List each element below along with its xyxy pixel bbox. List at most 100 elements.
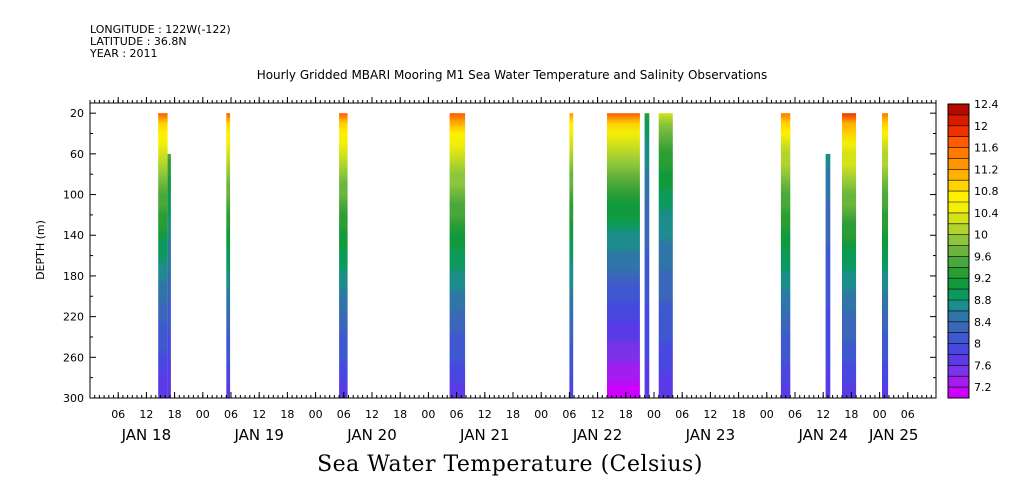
colorbar-label: 12 xyxy=(974,120,988,133)
x-tick-label: 18 xyxy=(280,408,294,421)
data-column xyxy=(780,113,791,398)
x-tick-label: 18 xyxy=(168,408,182,421)
x-tick-label: 18 xyxy=(732,408,746,421)
x-tick-label: 06 xyxy=(450,408,464,421)
y-tick-label: 140 xyxy=(63,229,84,242)
colorbar: 7.2 7.6 8 8.4 8.8 9.2 9.6 10 10.4 10.8 11.2 11.6 12 1… xyxy=(947,98,999,399)
data-column xyxy=(167,153,171,398)
x-tick-label: 06 xyxy=(675,408,689,421)
colorbar-segment xyxy=(948,158,969,170)
data-column xyxy=(842,113,857,398)
data-column xyxy=(825,153,831,398)
colorbar-segment xyxy=(948,212,969,224)
x-tick-label: 00 xyxy=(534,408,548,421)
x-day-label: JAN 21 xyxy=(459,426,510,444)
colorbar-label: 7.2 xyxy=(974,381,992,394)
colorbar-segment xyxy=(948,332,969,344)
x-tick-label: 12 xyxy=(365,408,379,421)
plot-frame xyxy=(89,102,937,399)
colorbar-segment xyxy=(948,147,969,159)
data-column xyxy=(158,113,168,398)
colorbar-label: 10 xyxy=(974,229,988,242)
colorbar-label: 8.4 xyxy=(974,316,992,329)
x-tick-label: 06 xyxy=(337,408,351,421)
colorbar-label: 11.2 xyxy=(974,163,999,176)
y-tick-label: 180 xyxy=(63,270,84,283)
data-columns xyxy=(158,113,889,398)
x-tick-label: 12 xyxy=(139,408,153,421)
colorbar-segment xyxy=(948,125,969,137)
colorbar-label: 10.8 xyxy=(974,185,999,198)
data-column xyxy=(658,113,673,398)
colorbar-segment xyxy=(948,376,969,388)
x-tick-label: 12 xyxy=(703,408,717,421)
colorbar-segment xyxy=(948,387,969,398)
x-tick-label: 00 xyxy=(873,408,887,421)
colorbar-label: 7.6 xyxy=(974,359,992,372)
data-column xyxy=(882,113,889,398)
x-tick-label: 18 xyxy=(506,408,520,421)
x-tick-label: 06 xyxy=(788,408,802,421)
colorbar-frame xyxy=(947,103,970,399)
colorbar-segment xyxy=(948,267,969,279)
longitude-label: LONGITUDE : 122W(-122) xyxy=(90,23,231,36)
x-day-label: JAN 18 xyxy=(121,426,172,444)
colorbar-segment xyxy=(948,202,969,213)
x-day-label: JAN 23 xyxy=(685,426,736,444)
x-day-label: JAN 22 xyxy=(572,426,623,444)
x-tick-label: 06 xyxy=(224,408,238,421)
y-tick-label: 100 xyxy=(63,189,84,202)
x-tick-label: 00 xyxy=(421,408,435,421)
y-axis: 20 60 100 140 180 220 260 300 xyxy=(63,107,936,405)
colorbar-label: 8 xyxy=(974,338,981,351)
x-tick-label: 06 xyxy=(562,408,576,421)
colorbar-segment xyxy=(948,245,969,257)
x-tick-label: 12 xyxy=(816,408,830,421)
colorbar-segment xyxy=(948,354,969,366)
data-column xyxy=(569,113,574,398)
colorbar-segment xyxy=(948,256,969,268)
colorbar-segment xyxy=(948,104,969,115)
latitude-label: LATITUDE : 36.8N xyxy=(90,35,187,48)
data-column xyxy=(607,113,640,398)
colorbar-label: 9.6 xyxy=(974,250,992,263)
colorbar-segment xyxy=(948,223,969,235)
x-tick-label: 12 xyxy=(591,408,605,421)
colorbar-segment xyxy=(948,169,969,181)
year-label: YEAR : 2011 xyxy=(90,47,158,60)
x-tick-label: 00 xyxy=(309,408,323,421)
colorbar-segment xyxy=(948,310,969,322)
x-axis: 06 12 18 00 06 12 18 00 06 12 18 00 06 12 18 00 06 12 18 00… xyxy=(89,97,937,444)
x-day-label: JAN 19 xyxy=(233,426,284,444)
y-tick-label: 260 xyxy=(63,351,84,364)
data-column xyxy=(226,113,231,398)
colorbar-segment xyxy=(948,343,969,355)
colorbar-segment xyxy=(948,191,969,202)
y-tick-label: 20 xyxy=(70,107,84,120)
x-tick-label: 00 xyxy=(196,408,210,421)
x-tick-label: 12 xyxy=(478,408,492,421)
colorbar-segment xyxy=(948,234,969,246)
x-day-label: JAN 25 xyxy=(868,426,919,444)
data-column xyxy=(449,113,466,398)
colorbar-label: 11.6 xyxy=(974,142,999,155)
colorbar-label: 10.4 xyxy=(974,207,999,220)
x-tick-label: 06 xyxy=(111,408,125,421)
data-column xyxy=(339,113,348,398)
y-axis-label: DEPTH (m) xyxy=(34,220,47,280)
colorbar-segment xyxy=(948,289,969,300)
colorbar-segment xyxy=(948,300,969,311)
colorbar-segment xyxy=(948,114,969,126)
x-day-label: JAN 24 xyxy=(797,426,848,444)
x-tick-label: 18 xyxy=(844,408,858,421)
colorbar-label: 12.4 xyxy=(974,98,999,111)
data-column xyxy=(644,113,650,398)
y-tick-label: 60 xyxy=(70,148,84,161)
colorbar-segment xyxy=(948,321,969,333)
chart-title: Hourly Gridded MBARI Mooring M1 Sea Wate… xyxy=(256,68,768,82)
y-tick-label: 300 xyxy=(63,392,84,405)
x-tick-label: 06 xyxy=(901,408,915,421)
x-tick-label: 18 xyxy=(393,408,407,421)
colorbar-segment xyxy=(948,365,969,377)
